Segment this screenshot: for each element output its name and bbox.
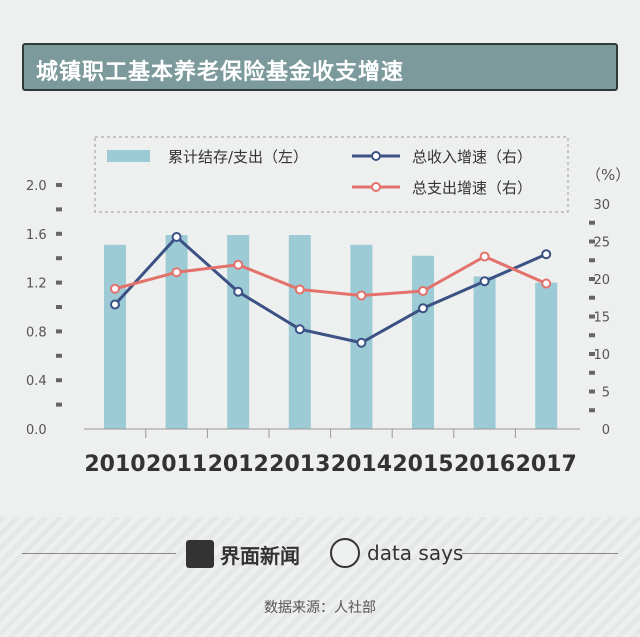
left-tick-mark bbox=[56, 305, 62, 309]
right-tick-mark bbox=[589, 389, 595, 394]
left-tick-label: 0.0 bbox=[26, 423, 47, 438]
datasays-logo-icon bbox=[330, 538, 360, 568]
series-point bbox=[110, 299, 120, 310]
right-axis: 30 25 20 15 10 5 0 bbox=[589, 198, 610, 438]
left-tick-label: 2.0 bbox=[26, 179, 47, 194]
right-tick-label: 10 bbox=[593, 348, 610, 363]
x-tick-label: 2017 bbox=[516, 452, 577, 477]
series-point bbox=[294, 284, 305, 295]
right-tick-label: 25 bbox=[593, 236, 610, 251]
left-tick-mark bbox=[56, 280, 62, 285]
right-tick-mark bbox=[589, 277, 595, 281]
right-tick-mark bbox=[589, 408, 595, 413]
series-point bbox=[171, 267, 182, 278]
x-tick-label: 2015 bbox=[392, 452, 453, 477]
right-tick-mark bbox=[589, 333, 595, 338]
footer-stripes bbox=[0, 517, 640, 637]
left-tick-mark bbox=[56, 329, 62, 334]
bar bbox=[165, 235, 188, 429]
right-tick-mark bbox=[589, 352, 595, 356]
bar bbox=[227, 235, 250, 429]
bar bbox=[104, 244, 126, 429]
series-point bbox=[418, 303, 428, 314]
left-tick-mark bbox=[56, 231, 62, 236]
left-tick-label: 1.6 bbox=[26, 228, 47, 243]
chart: 累计结存/支出（左） 总收入增速（右） 总支出增速（右） （%） 2.0 1.6 1… bbox=[26, 136, 630, 477]
series-line bbox=[113, 234, 547, 345]
series-point bbox=[479, 276, 490, 287]
brand-name: 界面新闻 bbox=[220, 544, 300, 568]
x-tick-label: 2014 bbox=[331, 452, 392, 477]
right-tick-mark bbox=[589, 370, 595, 375]
left-tick-mark bbox=[56, 207, 62, 212]
bar bbox=[535, 282, 558, 429]
jiemian-logo-icon bbox=[186, 540, 214, 568]
right-tick-label: 5 bbox=[602, 386, 610, 401]
left-tick-label: 1.2 bbox=[26, 277, 47, 292]
x-tick-label: 2012 bbox=[208, 452, 269, 477]
lines bbox=[110, 232, 552, 348]
footer-divider-left bbox=[22, 553, 176, 554]
left-tick-label: 0.8 bbox=[26, 325, 47, 340]
x-tick-label: 2016 bbox=[454, 452, 515, 477]
series-point bbox=[541, 278, 552, 289]
chart-title: 城镇职工基本养老保险基金收支增速 bbox=[36, 60, 405, 85]
legend-income-marker bbox=[371, 151, 381, 161]
legend-expense-label: 总支出增速（右） bbox=[412, 179, 532, 197]
legend-income-label: 总收入增速（右） bbox=[412, 148, 532, 166]
left-tick-mark bbox=[56, 183, 62, 187]
right-tick-mark bbox=[589, 220, 595, 225]
left-tick-mark bbox=[56, 353, 62, 358]
bar bbox=[412, 255, 434, 429]
left-axis: 2.0 1.6 1.2 0.8 0.4 0.0 bbox=[26, 179, 62, 438]
legend-expense-marker bbox=[371, 182, 381, 192]
right-tick-mark bbox=[589, 258, 595, 263]
series-point bbox=[356, 337, 367, 348]
left-tick-mark bbox=[56, 402, 62, 407]
series-point bbox=[418, 286, 428, 296]
x-axis: 2010 2011 2012 2013 2014 2015 2016 2017 bbox=[84, 429, 577, 477]
series-point bbox=[479, 251, 490, 262]
series-line bbox=[114, 254, 547, 298]
series-point bbox=[233, 286, 244, 297]
legend-bar-swatch bbox=[107, 150, 150, 162]
legend-bar-label: 累计结存/支出（左） bbox=[168, 148, 308, 166]
data-source: 数据来源：人社部 bbox=[264, 600, 376, 616]
right-tick-label: 20 bbox=[593, 273, 610, 288]
legend-box bbox=[94, 136, 569, 213]
series-point bbox=[110, 283, 120, 294]
series-point bbox=[233, 259, 244, 270]
bar bbox=[473, 276, 496, 429]
x-tick-label: 2010 bbox=[84, 452, 145, 477]
right-tick-label: 15 bbox=[593, 311, 610, 326]
series-point bbox=[541, 249, 552, 260]
title-banner: 城镇职工基本养老保险基金收支增速 bbox=[22, 43, 618, 91]
right-axis-unit: （%） bbox=[586, 166, 630, 184]
right-tick-label: 0 bbox=[602, 423, 610, 438]
left-tick-mark bbox=[56, 378, 62, 383]
right-tick-mark bbox=[589, 239, 595, 244]
right-tick-mark bbox=[589, 295, 595, 300]
datasays-label: data says bbox=[367, 541, 464, 565]
x-tick-label: 2013 bbox=[269, 452, 330, 477]
bar bbox=[350, 244, 373, 429]
left-tick-label: 0.4 bbox=[26, 374, 47, 389]
x-tick-label: 2011 bbox=[146, 452, 207, 477]
right-tick-mark bbox=[589, 314, 595, 319]
series-point bbox=[356, 290, 367, 301]
bars bbox=[104, 235, 558, 429]
right-tick-label: 30 bbox=[593, 198, 610, 213]
series-point bbox=[171, 232, 182, 242]
footer-divider-right bbox=[462, 553, 618, 554]
left-tick-mark bbox=[56, 256, 62, 261]
series-point bbox=[294, 324, 305, 335]
